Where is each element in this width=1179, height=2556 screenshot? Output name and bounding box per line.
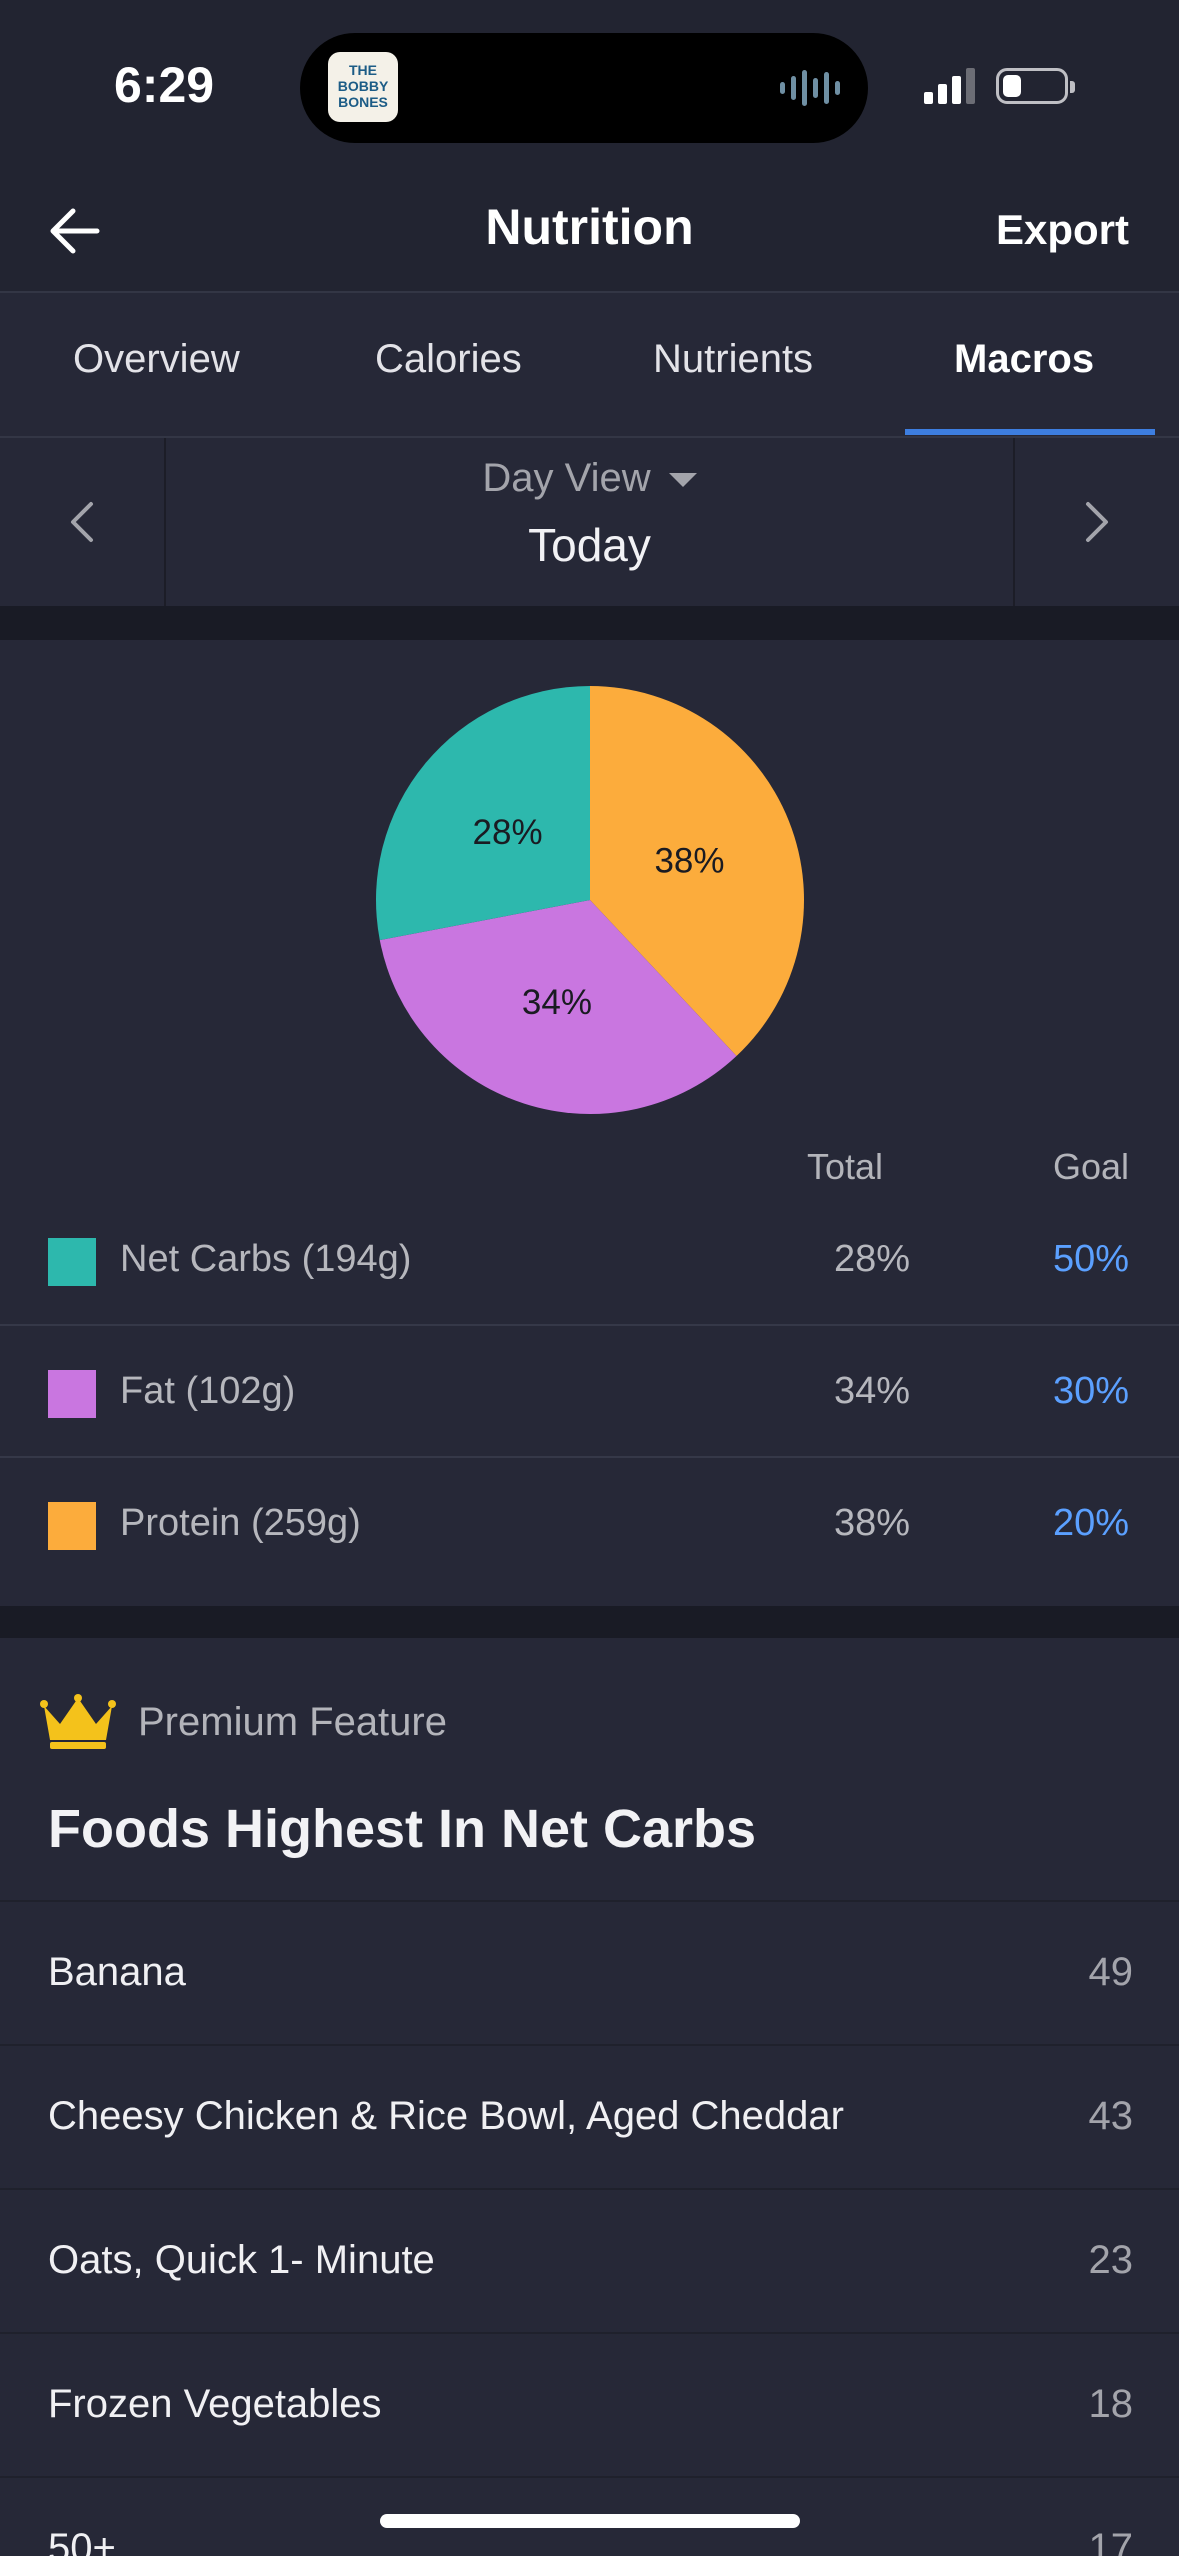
food-net-carbs: 17 [1088, 2526, 1134, 2556]
pie-slice-protein [590, 686, 804, 1056]
day-view-dropdown[interactable]: Day View [0, 456, 1179, 501]
food-net-carbs: 49 [1088, 1950, 1134, 1994]
crown-icon [40, 1694, 116, 1749]
premium-feature-label: Premium Feature [138, 1700, 447, 1744]
next-day-button[interactable] [1013, 438, 1179, 606]
food-net-carbs: 43 [1088, 2094, 1134, 2138]
status-bar: 6:29 THE BOBBY BONES [0, 0, 1179, 176]
legend-swatch [48, 1370, 96, 1418]
food-name: Frozen Vegetables [48, 2382, 382, 2426]
total-column-header: Total [806, 1146, 884, 1187]
macro-label: Protein (259g) [120, 1502, 361, 1544]
tab-calories[interactable]: Calories [375, 337, 522, 381]
chevron-right-icon [1086, 502, 1108, 542]
macro-label: Fat (102g) [120, 1370, 296, 1412]
food-row[interactable]: 50+ 17 [0, 2476, 1179, 2556]
status-time: 6:29 [114, 57, 215, 113]
food-row[interactable]: Oats, Quick 1- Minute 23 [0, 2188, 1179, 2332]
macro-label: Net Carbs (194g) [120, 1238, 412, 1280]
section-divider [0, 606, 1179, 640]
macro-goal: 50% [1052, 1238, 1129, 1280]
battery-icon [996, 68, 1075, 104]
food-row[interactable]: Frozen Vegetables 18 [0, 2332, 1179, 2476]
export-button[interactable]: Export [995, 206, 1129, 253]
cellular-signal-icon [924, 68, 975, 104]
tab-nutrients[interactable]: Nutrients [653, 337, 814, 381]
home-indicator[interactable] [380, 2514, 800, 2528]
current-date-label: Today [528, 519, 651, 571]
macro-total: 34% [833, 1370, 910, 1412]
pie-slice-net-carbs [376, 686, 590, 941]
macro-total: 38% [833, 1502, 910, 1544]
food-name: Cheesy Chicken & Rice Bowl, Aged Cheddar [48, 2094, 844, 2138]
section-title: Foods Highest In Net Carbs [48, 1799, 757, 1859]
now-playing-artwork: THE BOBBY BONES [328, 52, 398, 122]
macro-row-protein: Protein (259g) 38% 20% [0, 1458, 1179, 1590]
macros-chart-card: 38% 34% 28% Total Goal Net Carbs (194g) 28… [0, 640, 1179, 1606]
navigation-bar: Nutrition Export [0, 176, 1179, 293]
macro-row-net-carbs: Net Carbs (194g) 28% 50% [0, 1194, 1179, 1326]
food-net-carbs: 18 [1088, 2382, 1134, 2426]
tab-macros[interactable]: Macros [954, 337, 1095, 381]
pie-data-label: 34% [522, 983, 592, 1022]
macros-pie-chart: 38% 34% 28% [376, 686, 804, 1114]
section-divider [0, 1606, 1179, 1638]
back-arrow-icon [50, 208, 100, 254]
audio-waveform-icon [780, 66, 840, 110]
food-row[interactable]: Banana 49 [0, 1900, 1179, 2044]
dynamic-island[interactable]: THE BOBBY BONES [300, 33, 868, 143]
food-row[interactable]: Cheesy Chicken & Rice Bowl, Aged Cheddar… [0, 2044, 1179, 2188]
previous-day-button[interactable] [0, 438, 166, 606]
food-name: Banana [48, 1950, 186, 1994]
macro-goal: 20% [1052, 1502, 1129, 1544]
premium-foods-section: Premium Feature Foods Highest In Net Car… [0, 1638, 1179, 2556]
page-title: Nutrition [485, 199, 694, 255]
tab-overview[interactable]: Overview [73, 337, 240, 381]
pie-slice-fat [379, 900, 737, 1114]
back-button[interactable] [40, 196, 110, 266]
macro-goal: 30% [1052, 1370, 1129, 1412]
legend-swatch [48, 1502, 96, 1550]
macro-row-fat: Fat (102g) 34% 30% [0, 1326, 1179, 1458]
pie-data-label: 38% [654, 842, 724, 881]
food-name: 50+ [48, 2526, 116, 2556]
day-view-label: Day View [482, 456, 651, 500]
chevron-left-icon [71, 502, 93, 542]
tab-bar: Overview Calories Nutrients Macros [0, 293, 1179, 438]
pie-data-label: 28% [473, 813, 543, 852]
goal-column-header: Goal [1052, 1146, 1129, 1187]
food-name: Oats, Quick 1- Minute [48, 2238, 435, 2282]
legend-swatch [48, 1238, 96, 1286]
macro-total: 28% [833, 1238, 910, 1280]
caret-down-icon [668, 473, 697, 488]
date-selector: Day View Today [0, 438, 1179, 606]
food-net-carbs: 23 [1088, 2238, 1134, 2282]
active-tab-indicator [905, 429, 1155, 435]
